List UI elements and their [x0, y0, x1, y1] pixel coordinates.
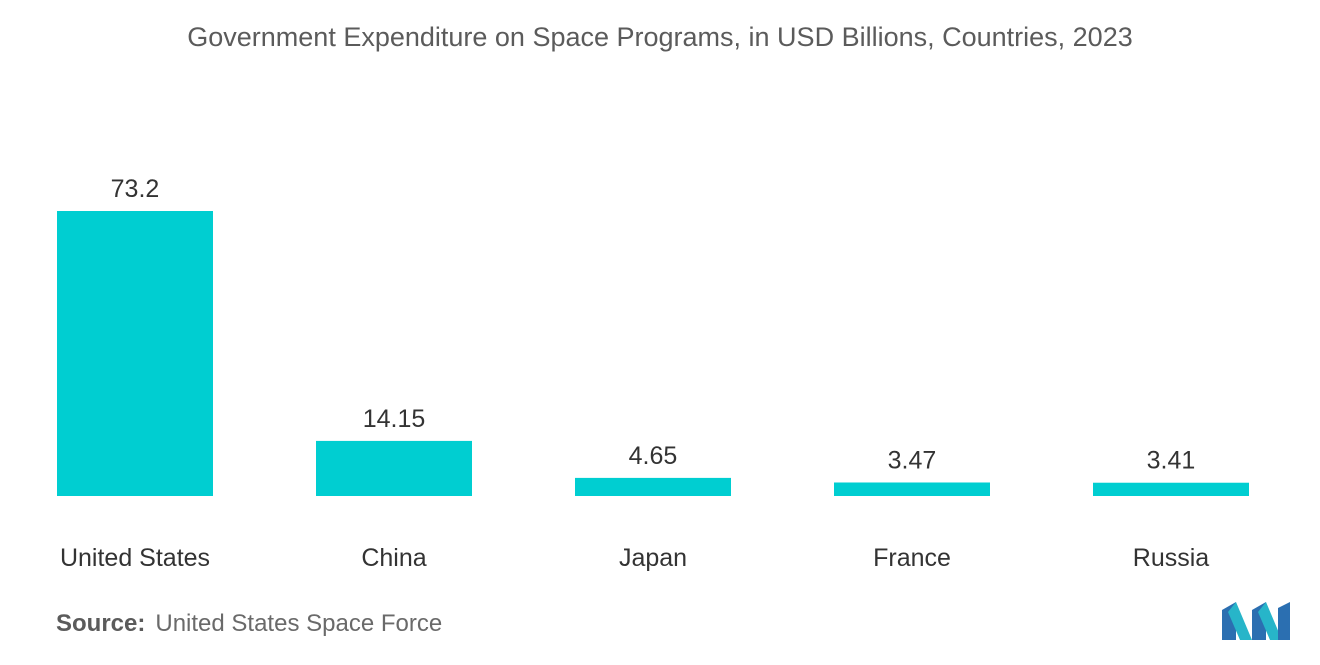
data-label-united-states: 73.2	[111, 175, 160, 203]
category-label-china: China	[361, 544, 426, 572]
bar-united-states	[57, 211, 213, 496]
bar-japan	[575, 477, 731, 496]
bar-chart: 73.2 United States 14.15 China 4.65 Japan 3.47…	[57, 175, 1249, 572]
chart-title: Government Expenditure on Space Programs…	[187, 22, 1133, 52]
category-label-france: France	[873, 544, 951, 572]
data-label-france: 3.47	[888, 446, 937, 474]
data-label-russia: 3.41	[1147, 447, 1196, 475]
bar-china	[316, 440, 472, 496]
data-label-china: 14.15	[363, 405, 426, 433]
source-label: Source:	[56, 610, 146, 637]
brand-logo-icon	[1222, 602, 1290, 640]
category-label-japan: Japan	[619, 544, 687, 572]
bar-russia	[1093, 482, 1249, 496]
category-label-united-states: United States	[60, 544, 210, 572]
data-label-japan: 4.65	[629, 442, 678, 470]
category-label-russia: Russia	[1133, 544, 1210, 572]
source-text: United States Space Force	[155, 610, 443, 637]
bar-france	[834, 482, 990, 496]
source-line: Source: United States Space Force	[56, 610, 442, 638]
